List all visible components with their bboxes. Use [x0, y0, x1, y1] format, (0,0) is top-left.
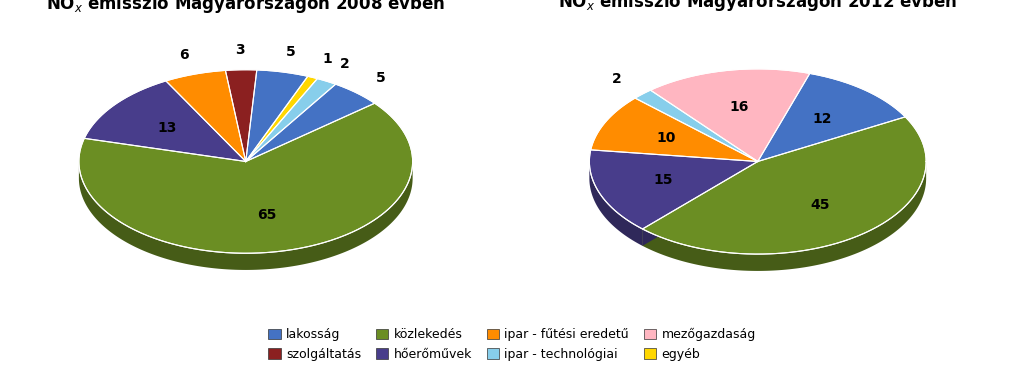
Polygon shape [246, 76, 317, 161]
Text: 5: 5 [286, 45, 296, 59]
Polygon shape [84, 81, 246, 161]
Text: 2: 2 [340, 57, 349, 70]
Text: 3: 3 [236, 43, 245, 57]
Polygon shape [246, 79, 336, 161]
Polygon shape [642, 161, 758, 246]
Polygon shape [758, 73, 905, 161]
Polygon shape [650, 69, 810, 161]
Text: 1: 1 [323, 52, 332, 66]
Text: 2: 2 [612, 72, 622, 86]
Title: NO$_x$ emisszió Magyarországon 2012 évben: NO$_x$ emisszió Magyarországon 2012 évbe… [558, 0, 957, 13]
Polygon shape [246, 84, 375, 161]
Text: 6: 6 [179, 48, 188, 62]
Polygon shape [79, 163, 413, 270]
Polygon shape [590, 162, 642, 246]
Text: 45: 45 [810, 199, 829, 212]
Polygon shape [166, 70, 246, 161]
Polygon shape [79, 103, 413, 253]
Text: 12: 12 [812, 112, 831, 126]
Text: 16: 16 [729, 100, 749, 114]
Text: 10: 10 [656, 131, 676, 145]
Text: 15: 15 [653, 173, 673, 187]
Polygon shape [642, 161, 758, 246]
Legend: lakosság, szolgáltatás, közlekedés, hőerőművek, ipar - fűtési eredetű, ipar - te: lakosság, szolgáltatás, közlekedés, hőer… [264, 324, 760, 364]
Text: 65: 65 [258, 208, 276, 222]
Polygon shape [246, 70, 308, 161]
Polygon shape [642, 117, 926, 254]
Polygon shape [590, 150, 758, 229]
Text: 5: 5 [376, 71, 386, 85]
Text: 13: 13 [157, 121, 176, 135]
Title: NO$_x$ emisszió Magyarországon 2008 évben: NO$_x$ emisszió Magyarországon 2008 évbe… [46, 0, 445, 15]
Polygon shape [635, 90, 758, 161]
Polygon shape [591, 98, 758, 161]
Polygon shape [642, 162, 926, 271]
Polygon shape [225, 70, 257, 161]
